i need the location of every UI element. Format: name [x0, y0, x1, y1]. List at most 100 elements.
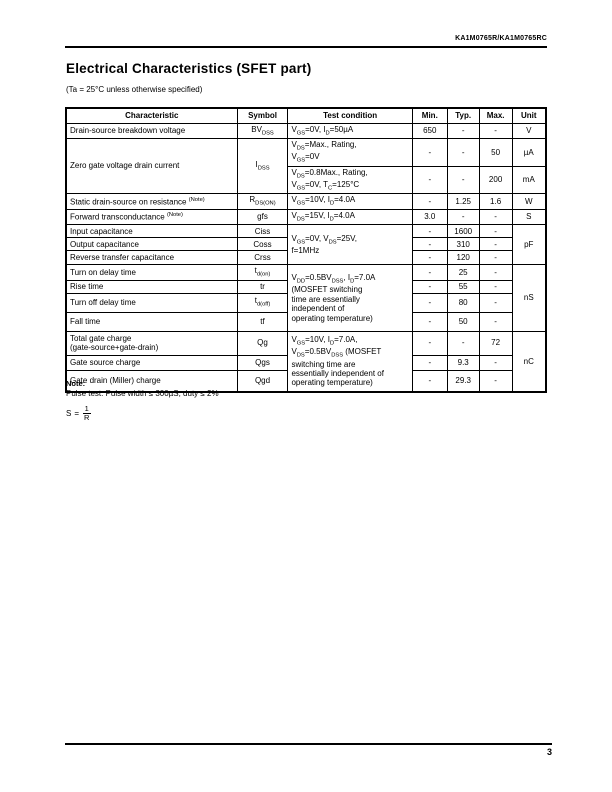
table-row: Turn on delay time td(on) VDD=0.5BVDSS, … — [65, 264, 547, 332]
table-row: Rise time tr - 55 - — [65, 279, 546, 294]
unit-cell: nS — [511, 264, 547, 332]
table-row: Reverse transfer capacitance Crss - 120 … — [65, 250, 546, 266]
char-cell: Rise time — [65, 279, 238, 294]
unit-cell: S — [511, 208, 547, 226]
max-cell: - — [478, 237, 513, 252]
min-cell: - — [411, 292, 448, 313]
unit-cell: pF — [511, 224, 547, 266]
unit-cell: nC — [511, 330, 547, 393]
header-min: Min. — [411, 107, 448, 124]
max-cell: - — [478, 311, 513, 332]
cond-cell: VGS=0V, VDS=25V, f=1MHz — [287, 224, 413, 266]
char-cell: Zero gate voltage drain current — [65, 137, 238, 195]
min-cell: - — [411, 165, 448, 195]
cond-cell: VDD=0.5BVDSS, ID=7.0A (MOSFET switching … — [287, 264, 413, 332]
symbol-cell: Crss — [236, 250, 289, 266]
cond-cell: VGS=0V, ID=50µA — [287, 122, 413, 139]
section-subtitle: (Ta = 25°C unless otherwise specified) — [66, 85, 203, 94]
char-cell: Forward transconductance (Note) — [65, 208, 238, 226]
char-cell: Static drain-source on resistance (Note) — [65, 193, 238, 210]
symbol-cell: RDS(ON) — [236, 193, 289, 210]
typ-cell: 29.3 — [446, 369, 480, 393]
unit-cell: µA — [511, 137, 547, 167]
symbol-cell: td(off) — [236, 292, 289, 313]
formula-fraction: 1 R — [82, 404, 91, 423]
doc-header-title: KA1M0765R/KA1M0765RC — [455, 35, 547, 42]
note-pulse-test: Pulse test: Pulse width ≤ 300µS, duty ≤ … — [66, 388, 219, 398]
min-cell: - — [411, 250, 448, 266]
char-cell: Gate source charge — [65, 354, 238, 371]
char-cell: Input capacitance — [65, 224, 238, 239]
header-typ: Typ. — [446, 107, 480, 124]
formula-denominator: R — [84, 413, 90, 423]
table-row: Drain-source breakdown voltage BVDSS VGS… — [65, 122, 547, 139]
typ-cell: 25 — [446, 264, 480, 281]
cond-cell: VDS=0.8Max., Rating, VGS=0V, TC=125°C — [287, 165, 413, 195]
min-cell: - — [411, 137, 448, 167]
max-cell: - — [478, 122, 513, 139]
typ-cell: 50 — [446, 311, 480, 332]
cond-cell: VDS=Max., Rating, VGS=0V — [287, 137, 413, 167]
unit-cell: mA — [511, 165, 547, 195]
symbol-cell: gfs — [236, 208, 289, 226]
header-max: Max. — [478, 107, 513, 124]
symbol-cell: Qgs — [236, 354, 289, 371]
max-cell: - — [478, 250, 513, 266]
typ-cell: - — [446, 122, 480, 139]
table-row: Gate source charge Qgs - 9.3 - — [65, 354, 546, 371]
typ-cell: 80 — [446, 292, 480, 313]
char-cell: Total gate charge (gate-source+gate-drai… — [65, 330, 238, 356]
min-cell: 3.0 — [411, 208, 448, 226]
max-cell: - — [478, 264, 513, 281]
symbol-cell: Qg — [236, 330, 289, 356]
table-row: Gate drain (Miller) charge Qgd - 29.3 - — [65, 369, 546, 393]
min-cell: - — [411, 193, 448, 210]
symbol-cell: Coss — [236, 237, 289, 252]
max-cell: - — [478, 292, 513, 313]
symbol-cell: Qgd — [236, 369, 289, 393]
cond-cell: VGS=10V, ID=7.0A, VDS=0.5BVDSS (MOSFET s… — [287, 330, 413, 393]
typ-cell: 1600 — [446, 224, 480, 239]
symbol-cell: Ciss — [236, 224, 289, 239]
formula-equals: = — [74, 408, 80, 418]
max-cell: - — [478, 354, 513, 371]
char-cell: Reverse transfer capacitance — [65, 250, 238, 266]
footer-rule — [65, 743, 552, 745]
header-rule — [65, 46, 547, 48]
cond-cell: VGS=10V, ID=4.0A — [287, 193, 413, 210]
unit-cell: W — [511, 193, 547, 210]
table-row: Forward transconductance (Note) gfs VDS=… — [65, 208, 547, 226]
typ-cell: 9.3 — [446, 354, 480, 371]
header-unit: Unit — [511, 107, 547, 124]
table-header-row: Characteristic Symbol Test condition Min… — [65, 107, 547, 124]
min-cell: - — [411, 330, 448, 356]
table-row: Static drain-source on resistance (Note)… — [65, 193, 547, 210]
table-row: VDS=0.8Max., Rating, VGS=0V, TC=125°C - … — [66, 165, 547, 195]
table-row: Input capacitance Ciss VGS=0V, VDS=25V, … — [65, 224, 547, 266]
symbol-cell: tr — [236, 279, 289, 294]
formula-lhs: S — [66, 408, 72, 418]
min-cell: - — [411, 369, 448, 393]
char-cell: Turn off delay time — [65, 292, 238, 313]
electrical-characteristics-table: Characteristic Symbol Test condition Min… — [65, 107, 547, 394]
char-cell: Turn on delay time — [65, 264, 238, 281]
symbol-cell: BVDSS — [236, 122, 289, 139]
min-cell: - — [411, 237, 448, 252]
typ-cell: 120 — [446, 250, 480, 266]
symbol-cell: td(on) — [236, 264, 289, 281]
max-cell: - — [478, 224, 513, 239]
max-cell: - — [478, 279, 513, 294]
symbol-cell: IDSS — [236, 137, 289, 195]
typ-cell: - — [446, 137, 480, 167]
min-cell: - — [411, 354, 448, 371]
section-title: Electrical Characteristics (SFET part) — [66, 61, 312, 76]
table-row: Turn off delay time td(off) - 80 - — [65, 292, 546, 313]
table-row: Total gate charge (gate-source+gate-drai… — [65, 330, 547, 393]
typ-cell: 1.25 — [446, 193, 480, 210]
max-cell: 50 — [478, 137, 513, 167]
unit-cell: V — [511, 122, 547, 139]
char-cell: Drain-source breakdown voltage — [65, 122, 238, 139]
cond-cell: VDS=15V, ID=4.0A — [287, 208, 413, 226]
page-number: 3 — [546, 747, 552, 757]
